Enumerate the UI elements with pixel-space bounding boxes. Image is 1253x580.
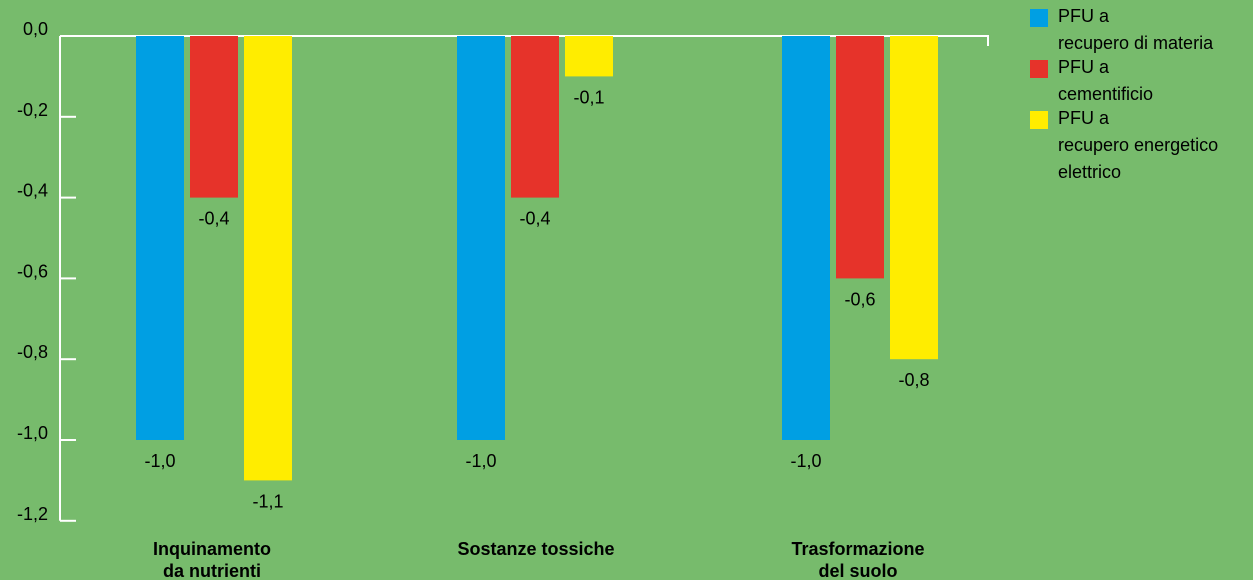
x-category-label: Sostanze tossiche xyxy=(457,539,614,559)
data-label: -1,0 xyxy=(465,451,496,471)
legend-swatch-yellow xyxy=(1030,111,1048,129)
legend-label: PFU a recupero di materia xyxy=(1058,6,1214,53)
bar xyxy=(836,36,884,279)
legend-label: PFU a recupero energetico elettrico xyxy=(1058,108,1219,182)
bar-chart: 0,0 -0,2 -0,4 -0,6 -0,8 -1,0 -1,2 -1,0 -1,0 -1,0 -… xyxy=(17,19,989,580)
data-label: -1,1 xyxy=(252,491,283,511)
bar xyxy=(457,36,505,440)
y-tick-label: -1,2 xyxy=(17,504,48,524)
data-label: -0,1 xyxy=(573,87,604,107)
bar xyxy=(190,36,238,198)
y-tick-label: -0,4 xyxy=(17,181,48,201)
data-label: -1,0 xyxy=(790,451,821,471)
bar xyxy=(244,36,292,481)
data-label: -0,4 xyxy=(519,209,550,229)
data-label: -0,6 xyxy=(844,289,875,309)
chart-legend: PFU a recupero di materia PFU a cementif… xyxy=(1030,6,1248,186)
y-tick-label: -0,6 xyxy=(17,261,48,281)
bar xyxy=(782,36,830,440)
legend-label: PFU a cementificio xyxy=(1058,57,1154,104)
data-label: -0,4 xyxy=(198,209,229,229)
legend-item-recupero-materia: PFU a recupero di materia xyxy=(1030,6,1248,57)
y-tick-label: -0,2 xyxy=(17,100,48,120)
bar xyxy=(890,36,938,360)
legend-swatch-red xyxy=(1030,60,1048,78)
legend-swatch-blue xyxy=(1030,9,1048,27)
y-tick-label: 0,0 xyxy=(23,19,48,39)
x-category-label: Trasformazione xyxy=(791,539,924,559)
y-tick-label: -1,0 xyxy=(17,423,48,443)
bar xyxy=(511,36,559,198)
bar xyxy=(136,36,184,440)
x-category-label: del suolo xyxy=(818,561,897,580)
data-label: -1,0 xyxy=(144,451,175,471)
legend-item-recupero-energetico: PFU a recupero energetico elettrico xyxy=(1030,108,1248,186)
legend-item-cementificio: PFU a cementificio xyxy=(1030,57,1248,108)
data-label: -0,8 xyxy=(898,370,929,390)
y-tick-label: -0,8 xyxy=(17,342,48,362)
x-category-label: Inquinamento xyxy=(153,539,271,559)
bar xyxy=(565,36,613,77)
x-category-label: da nutrienti xyxy=(163,561,261,580)
